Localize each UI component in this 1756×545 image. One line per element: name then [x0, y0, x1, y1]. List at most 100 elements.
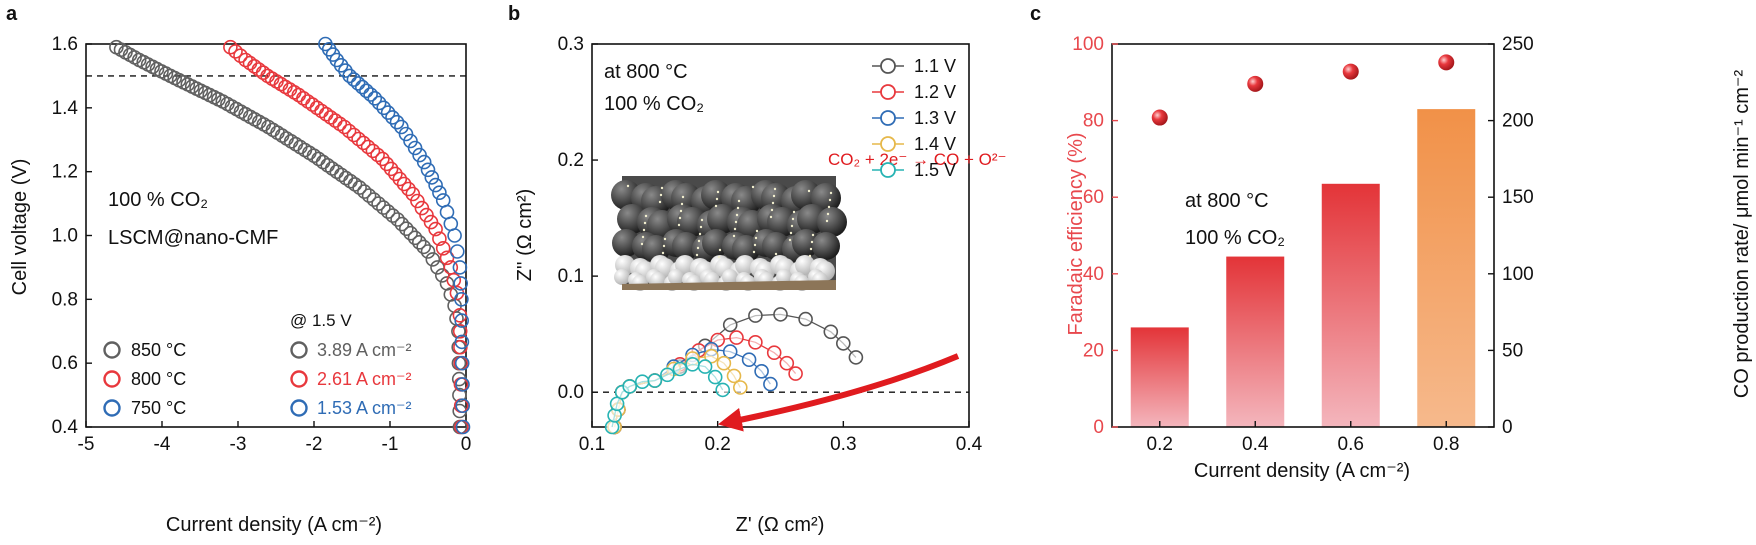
- panel-b-data-point: [754, 363, 769, 379]
- panel-a-data-point: [354, 79, 370, 95]
- panel-c-left-y-tick-label: 100: [1072, 34, 1104, 55]
- panel-a-legend-marker: [103, 341, 121, 359]
- panel-a-data-point: [320, 158, 336, 173]
- inset-nanoparticle: [678, 216, 682, 220]
- inset-nanoparticle: [658, 200, 662, 204]
- panel-a-data-point: [329, 164, 345, 179]
- inset-nanoparticle: [732, 234, 736, 238]
- panel-a-data-point: [455, 419, 471, 435]
- panel-a-data-point: [380, 204, 396, 219]
- inset-nanoparticle: [736, 206, 740, 210]
- inset-nanoparticle: [716, 190, 720, 194]
- panel-a-y-tick-label: 1.2: [52, 162, 78, 183]
- panel-a-data-point: [361, 188, 377, 203]
- inset-nanoparticle: [828, 198, 832, 202]
- panel-b-data-point: [647, 373, 663, 388]
- inset-nanoparticle: [769, 215, 773, 219]
- panel-b-y-tick-label: 0.1: [558, 266, 584, 287]
- inset-nanoparticle: [789, 231, 793, 235]
- inset-nanoparticle: [737, 199, 741, 203]
- panel-b-y-tick-label: 0.3: [558, 34, 584, 55]
- inset-nanoparticle: [791, 217, 795, 221]
- panel-a-x-tick-label: -1: [382, 434, 399, 455]
- panel-b-frame: [591, 43, 970, 428]
- panel-b-data-point: [848, 350, 864, 365]
- panel-a-data-point: [109, 39, 124, 55]
- panel-a-annotation-gas: 100 % CO₂: [108, 189, 208, 211]
- panel-a-data-point: [398, 221, 414, 236]
- panel-b-legend-marker: [880, 84, 896, 100]
- panel-b-data-point: [823, 324, 839, 340]
- inset-nanoparticle: [717, 255, 721, 259]
- inset-nanoparticle: [771, 201, 775, 205]
- panel-c-x-tick-label: 0.4: [1242, 434, 1269, 455]
- panel-a-data-point: [255, 65, 271, 80]
- panel-a-data-point: [375, 151, 390, 167]
- inset-nanoparticle: [752, 250, 756, 254]
- panel-b-x-axis-title: Z' (Ω cm²): [736, 514, 825, 536]
- inset-nanoparticle: [677, 223, 681, 227]
- panel-c-left-y-tick-label: 20: [1083, 340, 1104, 361]
- panel-b-data-point: [748, 308, 763, 323]
- inset-nanoparticle: [810, 240, 814, 244]
- panel-a-data-point: [389, 114, 405, 130]
- inset-particle: [735, 255, 755, 275]
- panel-a-data-point: [394, 119, 409, 135]
- inset-nanoparticle: [641, 235, 645, 239]
- inset-nanoparticle: [714, 204, 718, 208]
- panel-a-data-point: [453, 276, 469, 291]
- panel-b-x-tick-label: 0.3: [830, 434, 856, 455]
- inset-nanoparticle: [697, 239, 701, 243]
- panel-a-data-point: [428, 177, 443, 193]
- inset-nanoparticle: [811, 233, 815, 237]
- panel-b-data-point: [773, 307, 788, 322]
- inset-nanoparticle: [660, 186, 664, 190]
- panel-c-left-y-tick-label: 60: [1083, 187, 1104, 208]
- panel-a-legend-marker: [290, 399, 308, 417]
- panel-b-data-point: [685, 356, 700, 372]
- panel-a-x-axis-title: Current density (A cm⁻²): [166, 514, 382, 536]
- inset-nanoparticle: [642, 228, 646, 232]
- panel-a-marks: [86, 36, 471, 435]
- inset-nanoparticle: [661, 251, 665, 255]
- panel-a-data-point: [288, 136, 304, 152]
- panel-a-series-0: [109, 39, 468, 435]
- inset-nanoparticle: [770, 208, 774, 212]
- panel-c-letter: c: [1030, 3, 1041, 25]
- panel-c-x-axis-title: Current density (A cm⁻²): [1194, 460, 1410, 482]
- panel-b-legend-marker: [880, 136, 896, 152]
- panel-a-data-point: [351, 131, 366, 147]
- panel-a-data-point: [401, 181, 416, 197]
- panel-a-data-point: [454, 334, 470, 350]
- inset-nanoparticle: [626, 184, 630, 188]
- inset-particle: [614, 269, 630, 285]
- inset-nanoparticle: [695, 253, 699, 257]
- panel-a-axes: -5 -4 -3 -2 -1 0 0.4 0.6 0.8 1.0 1.2 1.4 1.6: [52, 34, 472, 455]
- panel-a-data-point: [414, 200, 430, 216]
- panel-a-data-point: [435, 241, 451, 256]
- panel-a-data-point: [371, 95, 387, 111]
- panel-a-data-point: [405, 186, 421, 202]
- panel-b-x-tick-label: 0.1: [579, 434, 605, 455]
- inset-nanoparticle: [754, 236, 758, 240]
- panel-c-left-y-tick-label: 0: [1093, 417, 1104, 438]
- panel-a-data-point: [455, 377, 470, 392]
- panel-a-legend-marker: [290, 370, 308, 388]
- inset-nanoparticle: [809, 247, 813, 251]
- panel-a-data-point: [314, 103, 329, 119]
- inset-nanoparticle: [734, 220, 738, 224]
- panel-a-legend-header: @ 1.5 V: [290, 311, 352, 330]
- panel-a-data-point: [388, 166, 403, 182]
- panel-c-left-y-tick-label: 80: [1083, 111, 1104, 132]
- panel-a-data-point: [455, 398, 471, 414]
- panel-c-annotation-gas: 100 % CO₂: [1185, 227, 1285, 249]
- panel-a-data-point: [385, 110, 400, 125]
- inset-nanoparticle: [659, 193, 663, 197]
- panel-a-data-point: [279, 131, 294, 146]
- panel-a-data-point: [347, 177, 363, 192]
- panel-a-data-point: [435, 193, 451, 208]
- panel-c-production-rate-point: [1438, 54, 1455, 71]
- panel-c-frame: [1111, 43, 1495, 428]
- inset-nanoparticle: [640, 242, 644, 246]
